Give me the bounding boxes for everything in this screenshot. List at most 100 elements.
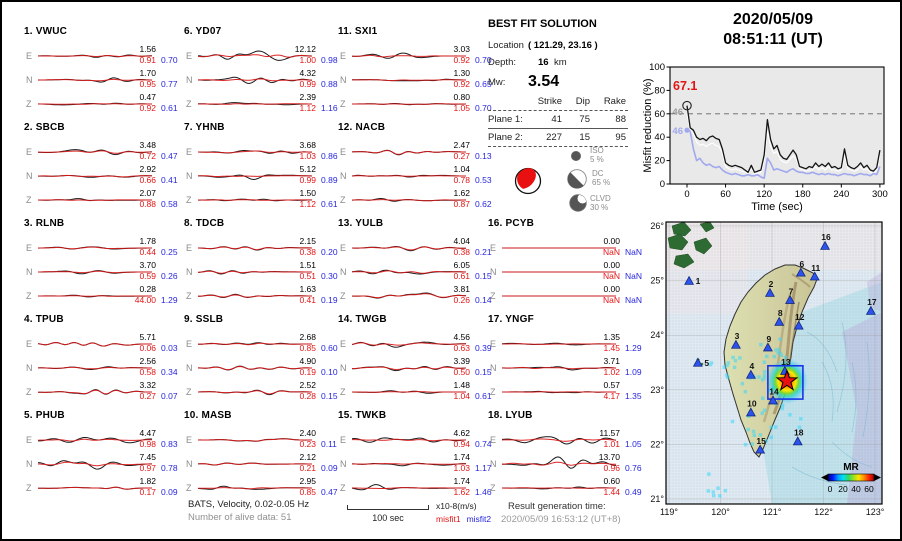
component-label: E <box>340 51 347 61</box>
search-region-box <box>767 364 804 400</box>
misfit2-value: 0.58 <box>161 198 178 209</box>
station-title: 7. YHNB <box>184 122 225 133</box>
component-row-z: Z 1.48 1.04 0.61 <box>338 380 496 404</box>
misfit1-value: 0.99 <box>299 174 316 185</box>
amplitude-value: 4.47 <box>139 428 156 438</box>
waveform <box>352 245 466 252</box>
component-row-z: Z 3.32 0.27 0.07 <box>24 380 182 404</box>
misfit1-value: 0.94 <box>453 438 470 449</box>
misfit2-value: 0.20 <box>321 246 338 257</box>
y-tick-label: 80 <box>654 85 665 96</box>
map-station-marker <box>793 320 804 330</box>
amplitude-value: 2.52 <box>299 380 316 390</box>
lon-tick-label: 119° <box>660 507 678 517</box>
synthetic-trace <box>38 295 152 297</box>
misfit2-value: 0.61 <box>321 198 338 209</box>
component-label: E <box>186 435 193 445</box>
amplitude-value: 1.70 <box>139 68 156 78</box>
map-station-label: 1 <box>696 276 701 286</box>
amplitude-value: 0.00 <box>603 236 620 246</box>
station-title: 10. MASB <box>184 410 232 421</box>
station-block-vwuc: 1. VWUC E 1.56 0.91 0.70 N 1.70 0.95 0.77 Z 0.47 0.… <box>24 26 182 122</box>
map-station-label: 18 <box>794 428 804 438</box>
map-station-marker <box>745 407 756 417</box>
amplitude-value: 2.39 <box>299 92 316 102</box>
synthetic-trace <box>352 487 466 489</box>
component-values: 11.57 1.01 1.05 <box>592 428 648 450</box>
colorbar-tick-label: 20 <box>838 484 848 494</box>
component-row-z: Z 0.28 44.00 1.29 <box>24 284 182 308</box>
component-row-e: E 4.62 0.94 0.74 <box>338 428 496 452</box>
component-row-z: Z 1.50 1.12 0.61 <box>184 188 342 212</box>
misfit1-value: 1.12 <box>299 198 316 209</box>
event-time: 08:51:11 (UT) <box>723 31 823 48</box>
map-frame <box>665 221 883 505</box>
component-label: E <box>186 51 193 61</box>
component-row-e: E 12.12 1.00 0.98 <box>184 44 342 68</box>
misfit1-value: 0.85 <box>299 486 316 497</box>
component-label: E <box>26 147 33 157</box>
component-values: 2.07 0.88 0.58 <box>128 188 184 210</box>
misfit1-value: 0.66 <box>139 174 156 185</box>
station-title: 12. NACB <box>338 122 386 133</box>
station-block-sxi1: 11. SXI1 E 3.03 0.92 0.70 N 1.30 0.92 0.65 Z 0.80 1… <box>338 26 496 122</box>
component-row-z: Z 1.82 0.17 0.09 <box>24 476 182 500</box>
component-label: E <box>26 51 33 61</box>
waveform <box>198 293 312 299</box>
misfit1-value: 1.44 <box>603 486 620 497</box>
synthetic-trace <box>352 79 466 82</box>
misfit1-value: 1.05 <box>453 102 470 113</box>
colorbar-tick-label: 60 <box>864 484 874 494</box>
waveform <box>352 462 466 467</box>
component-values: 2.12 0.21 0.09 <box>288 452 344 474</box>
station-block-twkb: 15. TWKB E 4.62 0.94 0.74 N 1.74 1.03 1.17 Z 1.74 1… <box>338 410 496 506</box>
misfit1-value: 0.99 <box>299 78 316 89</box>
component-label: E <box>26 243 33 253</box>
component-values: 0.57 4.17 1.35 <box>592 380 648 402</box>
component-label: N <box>26 363 33 373</box>
best-fit-title: BEST FIT SOLUTION <box>488 18 597 30</box>
station-block-phub: 5. PHUB E 4.47 0.98 0.83 N 7.45 0.97 0.78 Z 1.82 0.… <box>24 410 182 506</box>
map-station-marker <box>745 369 756 379</box>
amplitude-value: 2.92 <box>139 164 156 174</box>
component-row-n: N 4.90 0.19 0.10 <box>184 356 342 380</box>
waveform <box>352 149 466 156</box>
amplitude-value: 3.81 <box>453 284 470 294</box>
station-block-lyub: 18. LYUB E 11.57 1.01 1.05 N 13.70 0.96 0.76 Z 0.6… <box>488 410 646 506</box>
misfit2-value: 1.16 <box>321 102 338 113</box>
component-values: 3.39 0.50 0.15 <box>442 356 498 378</box>
misfit2-value: 0.61 <box>475 390 492 401</box>
synthetic-trace <box>38 54 152 58</box>
best-point-marker <box>682 100 692 111</box>
synthetic-trace <box>352 391 466 393</box>
component-values: 0.28 44.00 1.29 <box>128 284 184 306</box>
x-axis-label: Time (sec) <box>751 201 803 213</box>
station-title: 16. PCYB <box>488 218 535 229</box>
waveform <box>352 365 466 372</box>
amplitude-value: 1.74 <box>453 452 470 462</box>
mw-label: Mw: <box>488 77 506 88</box>
component-row-z: Z 2.07 0.88 0.58 <box>24 188 182 212</box>
lat-tick-label: 24° <box>650 330 664 340</box>
synthetic-trace <box>352 342 466 346</box>
station-block-sbcb: 2. SBCB E 3.48 0.72 0.47 N 2.92 0.66 0.41 Z 2.07 0.… <box>24 122 182 218</box>
component-values: 3.03 0.92 0.70 <box>442 44 498 66</box>
amplitude-value: 1.51 <box>299 260 316 270</box>
scalebar-label: 100 sec <box>372 513 404 523</box>
map-station-marker <box>809 271 820 281</box>
misfit1-value: 0.87 <box>453 198 470 209</box>
component-row-n: N 1.04 0.78 0.53 <box>338 164 496 188</box>
plane1-rake: 88 <box>615 114 626 125</box>
synthetic-trace <box>352 103 466 105</box>
amplitude-value: 5.12 <box>299 164 316 174</box>
synthetic-trace <box>38 78 152 82</box>
misfit1-value: 0.51 <box>299 270 316 281</box>
component-values: 6.05 0.61 0.15 <box>442 260 498 282</box>
amplitude-value: 1.63 <box>299 284 316 294</box>
amplitude-value: 4.56 <box>453 332 470 342</box>
waveform <box>502 295 616 297</box>
lon-tick-label: 121° <box>763 507 782 517</box>
synthetic-trace <box>198 270 312 274</box>
misfit-curve-0 <box>686 105 881 173</box>
component-row-z: Z 0.80 1.05 0.70 <box>338 92 496 116</box>
